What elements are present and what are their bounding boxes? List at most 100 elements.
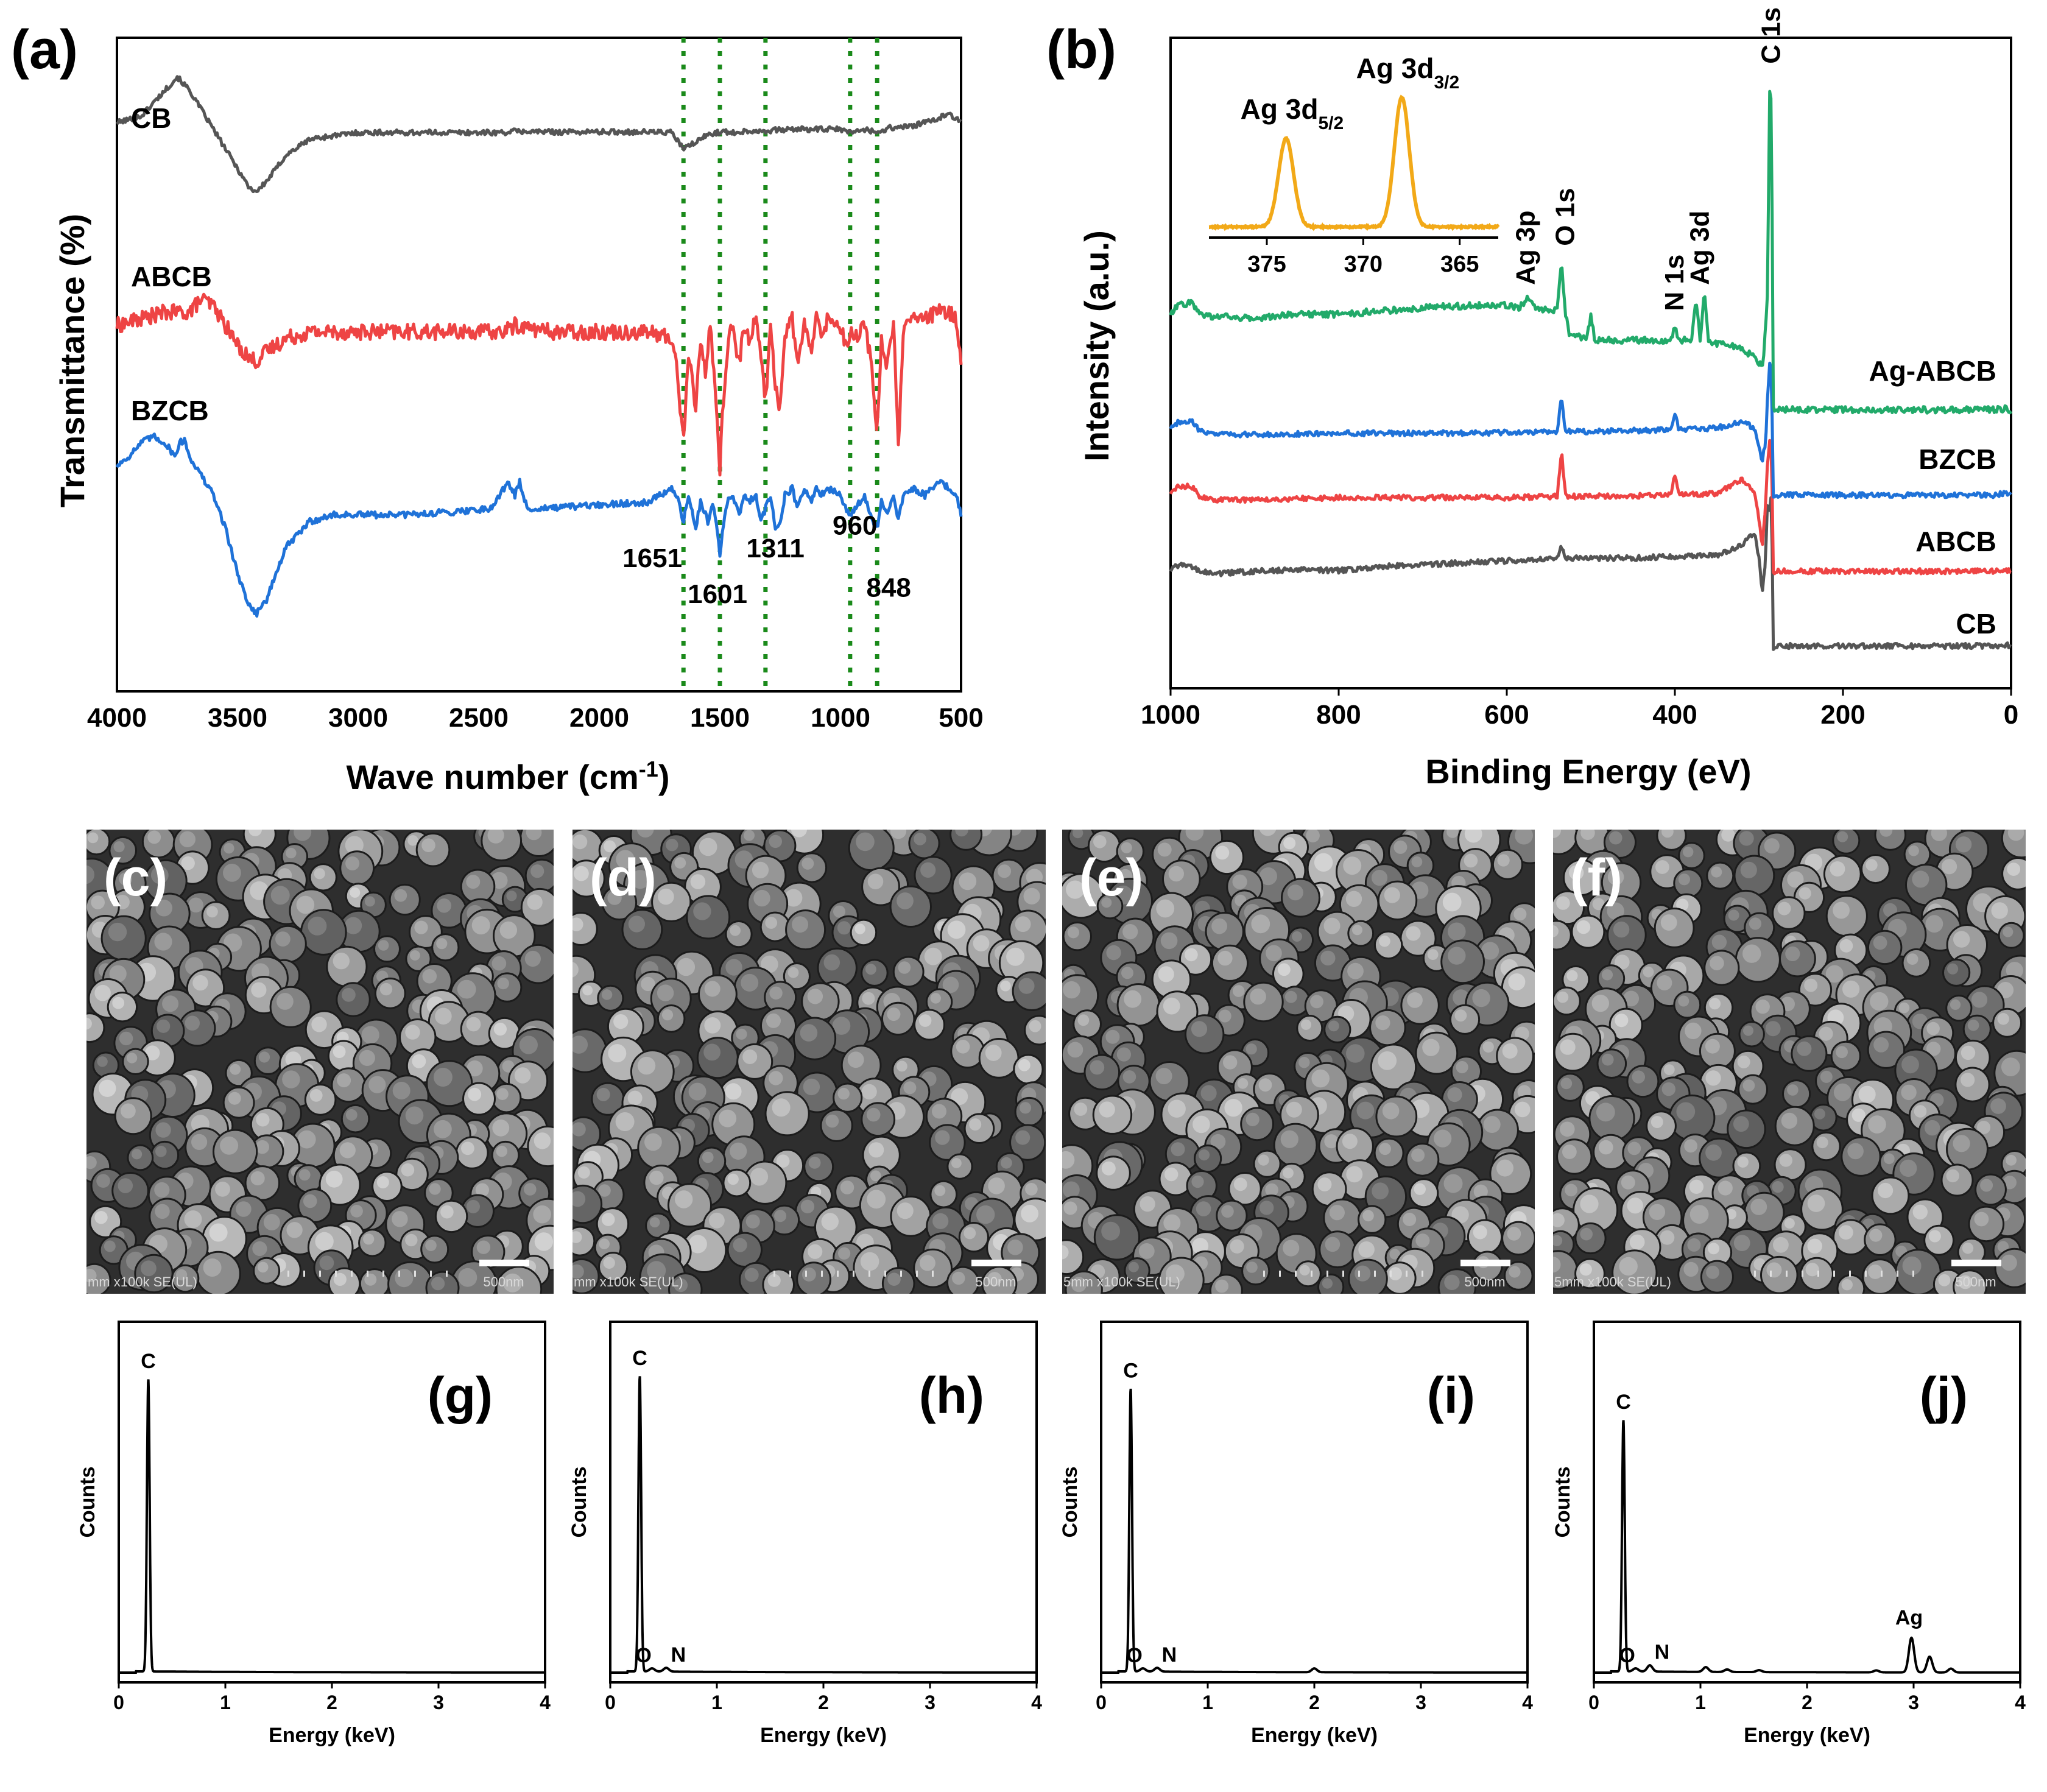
sem-particle-highlight: [376, 1176, 389, 1188]
sem-particle-highlight: [1866, 859, 1878, 871]
sem-particle-highlight: [1246, 1261, 1258, 1273]
series-line-cb: [1169, 496, 2012, 651]
sem-particle-highlight: [868, 1142, 884, 1158]
sem-particle-highlight: [1384, 887, 1400, 903]
x-tick-label: 400: [1652, 700, 1697, 730]
sem-particle-highlight: [2003, 1176, 2017, 1190]
sem-ruler-tick: [335, 1271, 337, 1277]
sem-particle-highlight: [1842, 980, 1860, 998]
sem-ruler-tick: [1897, 1271, 1898, 1277]
sem-particle-highlight: [1733, 1116, 1749, 1132]
sem-particle-highlight: [203, 1258, 222, 1277]
sem-particle-highlight: [1171, 1142, 1185, 1157]
sem-particle-highlight: [1804, 978, 1818, 992]
sem-particle-highlight: [1900, 1159, 1917, 1177]
sem-particle-highlight: [1739, 831, 1754, 846]
sem-particle-highlight: [113, 841, 125, 853]
x-tick-label: 1500: [690, 703, 750, 733]
y-axis-label-intensity: Intensity (a.u.): [1077, 230, 1116, 462]
sem-particle-highlight: [184, 1210, 202, 1229]
sem-particle-highlight: [1705, 1039, 1720, 1054]
sem-particle-highlight: [1772, 1181, 1784, 1193]
sem-particle-highlight: [675, 1190, 693, 1208]
sem-particle-highlight: [952, 1271, 965, 1285]
sem-particle-highlight: [1224, 1099, 1242, 1117]
sem-particle-highlight: [1629, 1234, 1645, 1250]
eds-panel-g: 0 1 2 3 4 Energy (keV) Counts (g) C: [76, 1321, 551, 1747]
sem-particle-highlight: [973, 935, 990, 951]
sem-particle-highlight: [1908, 845, 1919, 856]
sem-particle-highlight: [719, 1109, 737, 1127]
sem-particle-highlight: [1946, 1169, 1959, 1183]
sem-particle-highlight: [1192, 1238, 1209, 1254]
sem-particle-highlight: [1721, 830, 1735, 842]
sem-particle-highlight: [1000, 980, 1011, 992]
sem-particle-highlight: [920, 862, 936, 878]
sem-ruler-tick: [837, 1271, 839, 1277]
peak-label-c: C: [1616, 1391, 1631, 1414]
sem-particle-highlight: [897, 1202, 914, 1219]
sem-particle-highlight: [1997, 1241, 2009, 1252]
sem-ruler-tick: [1422, 1271, 1423, 1277]
sem-particle-highlight: [1210, 1134, 1226, 1149]
eds-spectra-row: 0 1 2 3 4 Energy (keV) Counts (g) C 0 1 2 3 4 Energy (…: [76, 1321, 2026, 1747]
sem-particle-highlight: [1215, 845, 1230, 860]
sem-particle-highlight: [468, 1087, 482, 1101]
sem-images-row: (c) mm x100k SE(UL) 500nm (d) mm x100k SE(UL…: [86, 830, 2026, 1294]
sem-particle-highlight: [947, 920, 966, 939]
sem-particle-highlight: [1001, 1157, 1012, 1169]
sem-info-bar: 5mm x100k SE(UL): [1063, 1274, 1180, 1289]
sem-particle-highlight: [1580, 1227, 1593, 1241]
sem-ruler-tick: [430, 1271, 432, 1277]
sem-particle-highlight: [582, 985, 593, 996]
sem-particle-highlight: [379, 982, 393, 996]
sem-particle-highlight: [704, 1017, 721, 1034]
sem-particle-highlight: [942, 976, 959, 993]
sem-particle-highlight: [1749, 917, 1762, 930]
sem-particle-highlight: [1841, 1279, 1853, 1291]
sem-particle-highlight: [345, 836, 364, 855]
sem-particle-highlight: [1406, 926, 1421, 941]
sem-particle-highlight: [1407, 992, 1423, 1008]
sem-particles: [573, 830, 1046, 1294]
x-tick-label: 4000: [87, 703, 147, 733]
sem-particle-highlight: [1953, 1135, 1970, 1152]
sem-particle-highlight: [959, 872, 977, 891]
sem-panel-label: (f): [1570, 848, 1622, 907]
sem-particle-highlight: [1280, 1130, 1298, 1148]
sem-particle-highlight: [1609, 831, 1622, 845]
sem-ruler-tick: [1279, 1271, 1281, 1277]
sem-particle-highlight: [1415, 1233, 1430, 1248]
sem-particle-highlight: [534, 1232, 554, 1251]
inset-tick-label: 365: [1440, 252, 1479, 277]
sem-particle-highlight: [1560, 1039, 1576, 1055]
sem-particle-highlight: [394, 889, 407, 902]
sem-particle-highlight: [787, 967, 799, 978]
sem-particle-highlight: [1958, 1275, 1973, 1289]
sem-particle-highlight: [1685, 1022, 1702, 1040]
sem-particle-highlight: [1868, 1115, 1886, 1134]
sem-particle-highlight: [1599, 1140, 1613, 1155]
sem-particle-highlight: [867, 1190, 886, 1209]
sem-particle-highlight: [155, 1122, 171, 1138]
x-tick-label: 1000: [1141, 700, 1200, 730]
sem-ruler-tick: [805, 1271, 807, 1277]
peak-annotation: Ag 3p: [1511, 211, 1541, 285]
peak-annotation: Ag 3d: [1685, 211, 1714, 285]
sem-particle-highlight: [1382, 1102, 1400, 1120]
sem-particle-highlight: [1122, 1070, 1136, 1084]
sem-particle-highlight: [248, 830, 262, 836]
sem-particle-highlight: [753, 889, 770, 907]
peak-annotation: 1601: [688, 579, 747, 609]
sem-particle-highlight: [496, 1088, 509, 1100]
sem-particle-highlight: [157, 1019, 171, 1033]
x-tick-label: 3000: [328, 703, 388, 733]
sem-particle-highlight: [1502, 1043, 1518, 1059]
sem-particle-highlight: [1607, 869, 1624, 886]
sem-particle-highlight: [1851, 1108, 1866, 1122]
sem-particle-highlight: [1067, 1042, 1083, 1058]
sem-particle-highlight: [608, 1044, 627, 1063]
sem-particle-highlight: [897, 892, 914, 909]
sem-particle-highlight: [162, 995, 179, 1012]
sem-scale-label: 500nm: [1464, 1274, 1505, 1289]
